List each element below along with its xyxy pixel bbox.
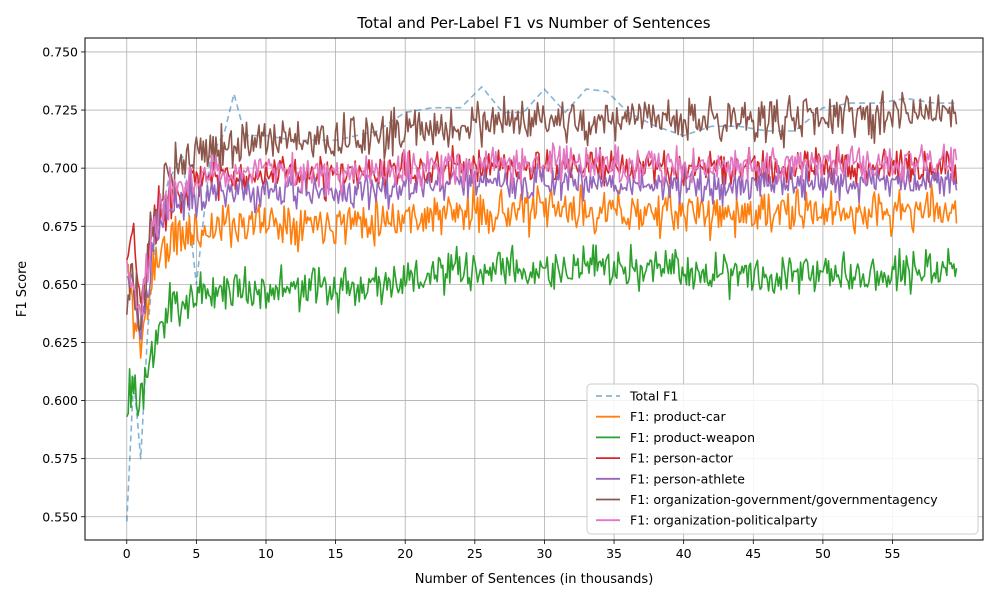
x-tick-label: 20 (397, 546, 413, 561)
x-tick-label: 45 (745, 546, 761, 561)
y-tick-label: 0.675 (42, 219, 78, 234)
x-tick-label: 35 (606, 546, 622, 561)
y-tick-label: 0.750 (42, 44, 78, 59)
y-tick-label: 0.725 (42, 103, 78, 118)
y-tick-label: 0.575 (42, 451, 78, 466)
legend-box (586, 383, 979, 535)
x-tick-label: 15 (328, 546, 344, 561)
series-line-4 (126, 158, 958, 340)
legend-label: F1: organization-government/governmentag… (630, 492, 938, 507)
x-axis-ticks: 0 5 10 15 20 25 30 35 40 45 50 55 (123, 540, 901, 561)
y-axis-label: F1 Score (15, 261, 30, 317)
x-tick-label: 50 (815, 546, 831, 561)
x-tick-label: 0 (123, 546, 131, 561)
x-tick-label: 25 (467, 546, 483, 561)
legend: Total F1 F1: product-car F1: product-weapo… (586, 383, 979, 535)
legend-label: F1: person-actor (630, 451, 734, 466)
x-tick-label: 30 (536, 546, 552, 561)
legend-label: Total F1 (629, 389, 678, 404)
x-tick-label: 55 (885, 546, 901, 561)
series-line-2 (126, 243, 958, 418)
legend-label: F1: product-car (630, 409, 726, 424)
series-line-5 (126, 90, 958, 333)
x-axis-label: Number of Sentences (in thousands) (415, 572, 654, 587)
chart-title: Total and Per-Label F1 vs Number of Sent… (356, 14, 710, 32)
y-tick-label: 0.625 (42, 335, 78, 350)
series-lines (126, 86, 958, 522)
series-line-1 (126, 183, 958, 359)
x-tick-label: 40 (676, 546, 692, 561)
series-line-0 (126, 86, 956, 522)
x-tick-label: 10 (258, 546, 274, 561)
y-axis-ticks: 0.550 0.575 0.600 0.625 0.650 0.675 0.700 0.725… (42, 44, 85, 524)
legend-label: F1: person-athlete (630, 471, 745, 486)
y-tick-label: 0.550 (42, 509, 78, 524)
legend-label: F1: organization-politicalparty (630, 513, 818, 528)
x-tick-label: 5 (192, 546, 200, 561)
y-tick-label: 0.700 (42, 161, 78, 176)
y-tick-label: 0.600 (42, 393, 78, 408)
series-line-6 (126, 142, 958, 316)
legend-label: F1: product-weapon (630, 430, 755, 445)
plot-frame (84, 37, 984, 541)
y-tick-label: 0.650 (42, 277, 78, 292)
